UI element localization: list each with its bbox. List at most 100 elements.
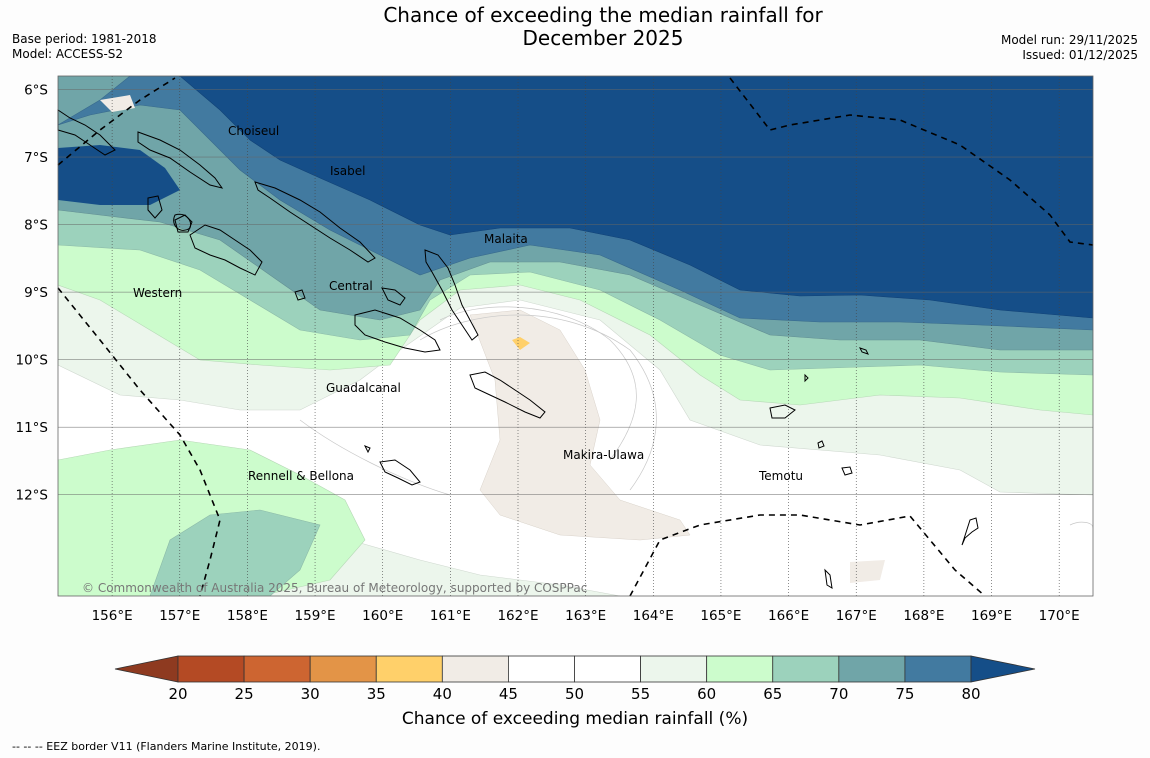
label-central: Central	[329, 279, 373, 293]
zone-above-80	[179, 76, 1093, 319]
zone-40-45-center	[469, 309, 691, 541]
y-tick-label: 8°S	[24, 218, 48, 234]
colorbar-extend-high	[970, 655, 1036, 683]
colorbar-segment	[838, 655, 906, 683]
colorbar-segment	[640, 655, 708, 683]
colorbar-tick-label: 25	[235, 685, 254, 703]
island-russell	[294, 289, 306, 301]
eez-west	[57, 287, 221, 597]
title-line-1: Chance of exceeding the median rainfall …	[383, 3, 823, 27]
island-small-5	[961, 517, 979, 546]
island-makira	[469, 371, 546, 419]
colorbar-segment	[309, 655, 377, 683]
y-tick-label: 7°S	[24, 150, 48, 166]
region-labels: Choiseul Isabel Malaita Central Western …	[133, 124, 803, 483]
x-tick-label: 167°E	[836, 608, 877, 624]
map-frame	[57, 75, 1094, 597]
island-small-7	[363, 445, 371, 454]
model-name: Model: ACCESS-S2	[12, 47, 124, 61]
colorbar-segment	[904, 655, 972, 683]
label-isabel: Isabel	[330, 164, 365, 178]
eez-footer-note: -- -- -- EEZ border V11 (Flanders Marine…	[12, 740, 321, 753]
colorbar-tick-label: 65	[763, 685, 782, 703]
grid-lines	[58, 76, 1093, 596]
island-rennell	[379, 459, 421, 486]
colorbar-segment	[508, 655, 575, 683]
y-tick-label: 12°S	[16, 488, 49, 504]
copyright-text: © Commonwealth of Australia 2025, Bureau…	[82, 581, 587, 595]
island-guadalcanal	[354, 309, 441, 353]
x-tick-label: 156°E	[92, 608, 133, 624]
label-malaita: Malaita	[484, 232, 528, 246]
meta-right: Model run: 29/11/2025 Issued: 01/12/2025	[1001, 33, 1138, 63]
base-period: Base period: 1981-2018	[12, 32, 157, 46]
x-tick-label: 163°E	[565, 608, 606, 624]
islands	[57, 109, 979, 589]
island-ranongga	[147, 195, 163, 219]
label-temotu: Temotu	[758, 469, 803, 483]
meta-left: Base period: 1981-2018 Model: ACCESS-S2	[12, 32, 157, 62]
colorbar-label: Chance of exceeding median rainfall (%)	[401, 709, 749, 729]
island-malaita	[424, 249, 479, 341]
colorbar-tick-label: 20	[168, 685, 187, 703]
island-isabel	[254, 181, 376, 263]
colorbar-segment	[177, 655, 245, 683]
island-small-6	[859, 347, 869, 355]
x-tick-label: 157°E	[159, 608, 200, 624]
colorbar-segment	[706, 655, 774, 683]
zone-35-40	[512, 337, 530, 350]
title-line-2: December 2025	[522, 26, 684, 50]
zone-40-45-se	[850, 560, 885, 583]
label-makira-ulawa: Makira-Ulawa	[563, 448, 644, 462]
model-run: Model run: 29/11/2025	[1000, 33, 1138, 47]
island-small-1	[804, 373, 809, 383]
y-tick-label: 11°S	[16, 420, 49, 436]
x-tick-label: 164°E	[633, 608, 674, 624]
island-small-2	[817, 440, 825, 449]
colorbar-tick-label: 50	[565, 685, 584, 703]
label-rennell-bellona: Rennell & Bellona	[248, 469, 354, 483]
x-tick-label: 162°E	[497, 608, 538, 624]
label-western: Western	[133, 286, 182, 300]
island-florida	[381, 287, 406, 306]
colorbar-segment	[574, 655, 641, 683]
y-tick-label: 10°S	[16, 353, 49, 369]
colorbar: 20 25 30 35 40 45 50 55 60 65 70 75 80	[114, 655, 1036, 703]
y-tick-label: 6°S	[24, 83, 48, 99]
x-tick-label: 161°E	[430, 608, 471, 624]
x-tick-label: 166°E	[768, 608, 809, 624]
colorbar-segment	[243, 655, 311, 683]
colorbar-tick-label: 40	[433, 685, 452, 703]
zone-above-80-west	[58, 145, 180, 205]
x-tick-label: 168°E	[903, 608, 944, 624]
island-choiseul	[137, 131, 224, 189]
colorbar-tick-label: 70	[829, 685, 848, 703]
colorbar-tick-label: 30	[301, 685, 320, 703]
x-axis-ticks: 156°E 157°E 158°E 159°E 160°E 161°E 162°E 163°E…	[92, 608, 1080, 624]
colorbar-extend-low	[114, 655, 179, 683]
island-new-georgia	[189, 224, 263, 276]
zone-65-70-south	[149, 509, 321, 596]
map-panel	[58, 76, 1093, 596]
island-santa-cruz	[769, 404, 796, 419]
island-small-4	[824, 568, 833, 589]
y-axis-ticks: 6°S 7°S 8°S 9°S 10°S 11°S 12°S	[16, 83, 49, 504]
map-title: Chance of exceeding the median rainfall …	[0, 4, 1150, 50]
y-tick-label: 9°S	[24, 285, 48, 301]
colorbar-segment	[375, 655, 443, 683]
island-small-3	[841, 466, 853, 476]
colorbar-segment	[441, 655, 509, 683]
eez-north-west	[57, 77, 176, 166]
x-tick-label: 159°E	[295, 608, 336, 624]
island-bougainville	[57, 109, 116, 156]
x-tick-label: 170°E	[1039, 608, 1080, 624]
issued-date: Issued: 01/12/2025	[1022, 48, 1138, 62]
x-tick-label: 169°E	[971, 608, 1012, 624]
x-tick-label: 160°E	[362, 608, 403, 624]
zone-40-45-nw	[100, 95, 135, 112]
colorbar-tick-label: 75	[895, 685, 914, 703]
label-guadalcanal: Guadalcanal	[326, 381, 401, 395]
colorbar-segment	[772, 655, 840, 683]
colorbar-tick-label: 80	[961, 685, 980, 703]
